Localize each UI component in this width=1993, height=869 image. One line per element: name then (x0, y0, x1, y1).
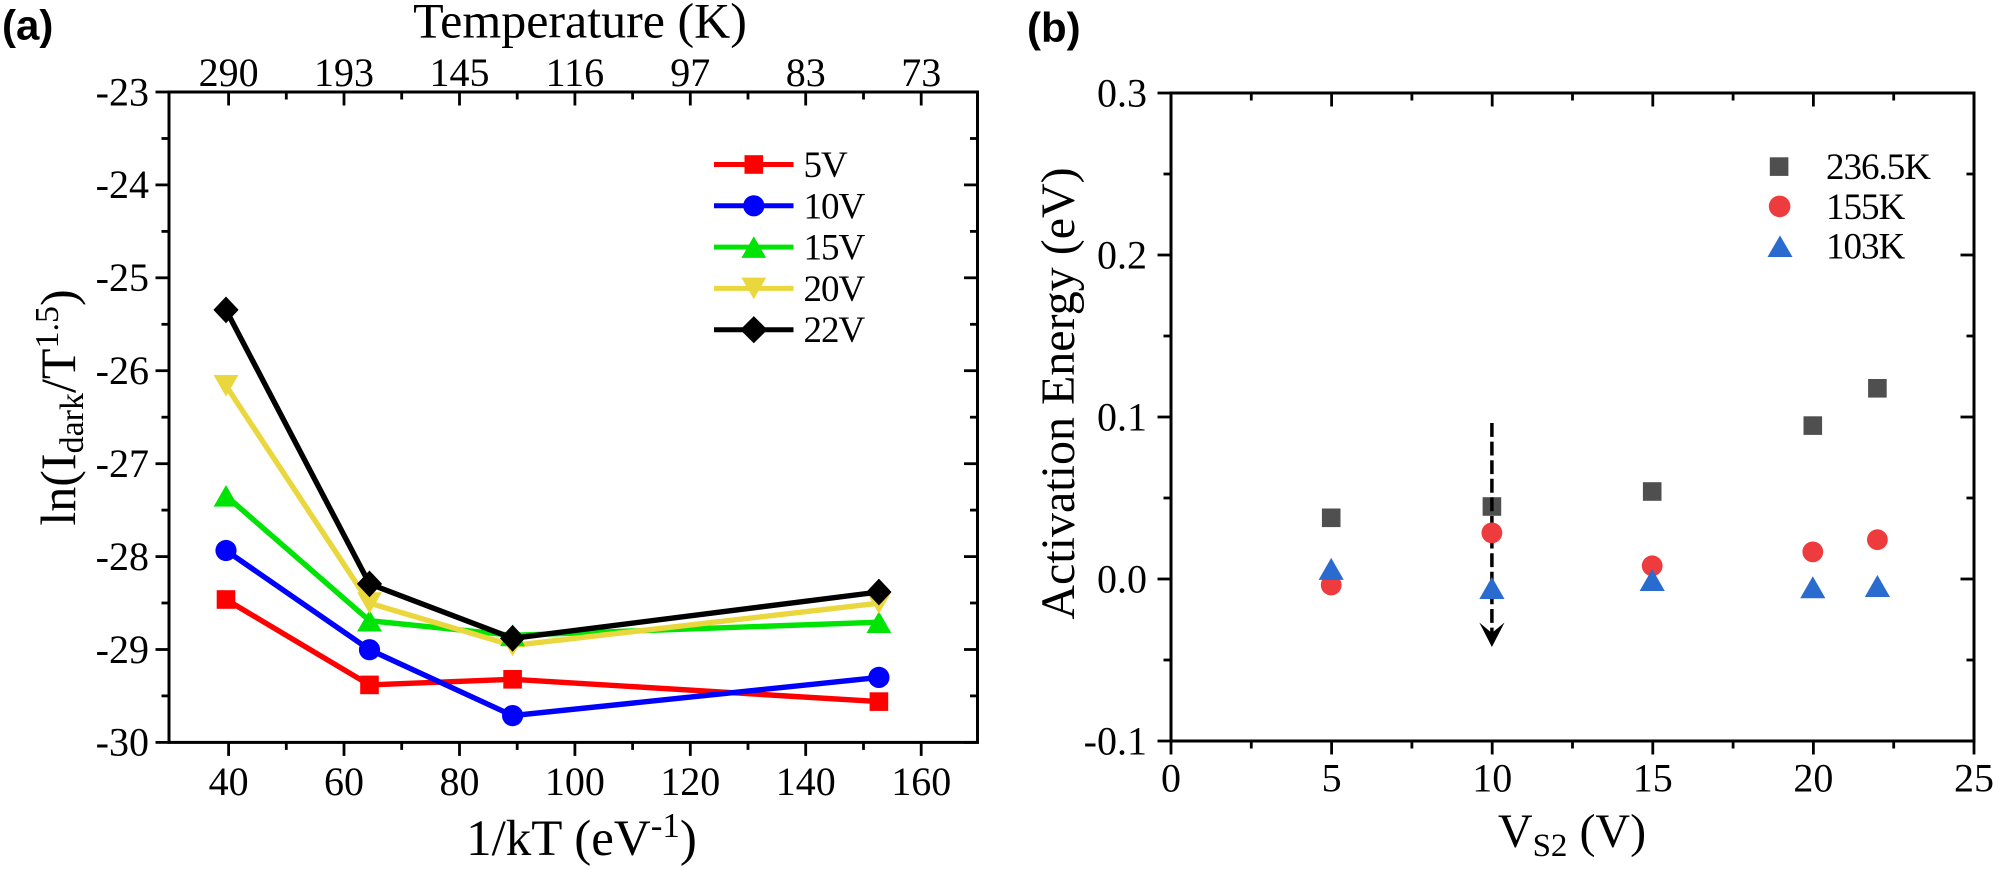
svg-text:60: 60 (324, 759, 364, 804)
svg-text:5: 5 (1322, 756, 1342, 801)
svg-text:40: 40 (209, 759, 249, 804)
svg-text:0.3: 0.3 (1097, 70, 1147, 115)
svg-text:15: 15 (1633, 756, 1673, 801)
svg-text:145: 145 (430, 50, 490, 95)
svg-text:-26: -26 (96, 348, 149, 393)
svg-text:Temperature (K): Temperature (K) (413, 0, 747, 49)
svg-text:155K: 155K (1826, 187, 1906, 228)
svg-text:73: 73 (901, 50, 941, 95)
svg-text:120: 120 (660, 759, 720, 804)
svg-text:140: 140 (776, 759, 836, 804)
svg-text:103K: 103K (1826, 227, 1906, 268)
svg-text:-23: -23 (96, 69, 149, 114)
svg-text:-29: -29 (96, 627, 149, 672)
svg-text:116: 116 (546, 50, 605, 95)
svg-text:-24: -24 (96, 162, 149, 207)
svg-text:0: 0 (1161, 756, 1181, 801)
svg-text:97: 97 (670, 50, 710, 95)
svg-text:-28: -28 (96, 534, 149, 579)
svg-text:236.5K: 236.5K (1826, 147, 1931, 188)
svg-text:VS2 (V): VS2 (V) (1498, 805, 1646, 864)
svg-text:Activation Energy (eV): Activation Energy (eV) (1032, 167, 1085, 619)
svg-text:0.1: 0.1 (1097, 394, 1147, 439)
svg-text:0.0: 0.0 (1097, 556, 1147, 601)
svg-text:22V: 22V (804, 310, 866, 351)
svg-text:0.2: 0.2 (1097, 232, 1147, 277)
svg-text:-25: -25 (96, 255, 149, 300)
svg-text:20: 20 (1793, 756, 1833, 801)
svg-text:-0.1: -0.1 (1084, 718, 1147, 763)
svg-text:100: 100 (545, 759, 605, 804)
svg-text:193: 193 (314, 50, 374, 95)
svg-text:10V: 10V (804, 186, 866, 227)
svg-text:160: 160 (891, 759, 951, 804)
svg-text:10: 10 (1472, 756, 1512, 801)
svg-text:25: 25 (1954, 756, 1993, 801)
svg-text:(b): (b) (1027, 4, 1081, 51)
svg-text:-30: -30 (96, 720, 149, 765)
svg-text:20V: 20V (804, 269, 866, 310)
svg-text:-27: -27 (96, 441, 149, 486)
svg-text:(a): (a) (2, 2, 53, 49)
svg-text:15V: 15V (804, 228, 866, 269)
svg-text:83: 83 (786, 50, 826, 95)
svg-text:5V: 5V (804, 145, 849, 186)
svg-text:80: 80 (440, 759, 480, 804)
svg-text:290: 290 (199, 50, 259, 95)
